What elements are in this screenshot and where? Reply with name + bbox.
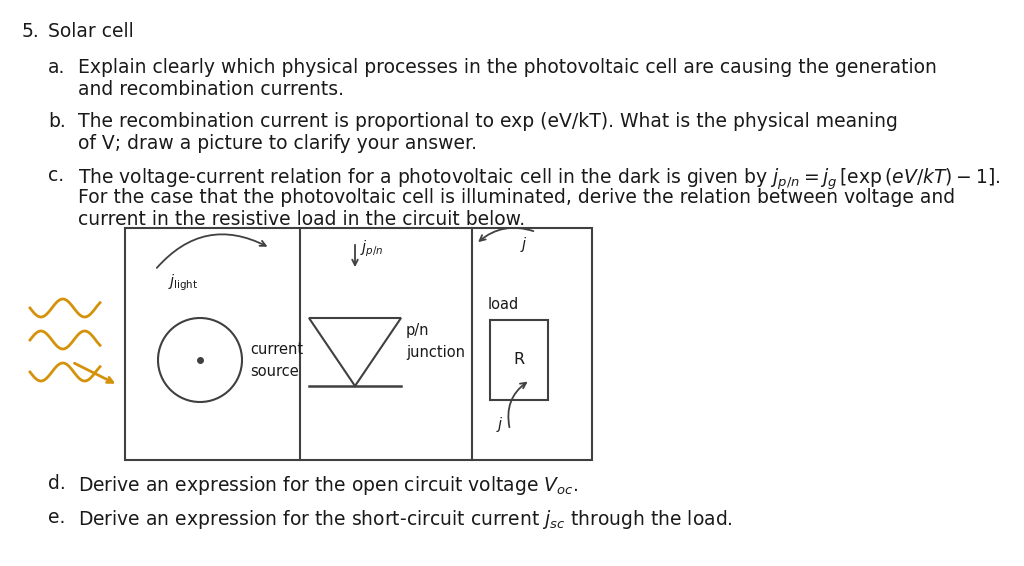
Text: d.: d. — [48, 474, 66, 493]
Text: current in the resistive load in the circuit below.: current in the resistive load in the cir… — [78, 210, 525, 229]
Text: load: load — [488, 297, 519, 312]
Text: Derive an expression for the short-circuit current $j_{sc}$ through the load.: Derive an expression for the short-circu… — [78, 508, 733, 531]
Text: The voltage-current relation for a photovoltaic cell in the dark is given by $j_: The voltage-current relation for a photo… — [78, 166, 1000, 191]
Text: current: current — [250, 342, 303, 358]
Text: 5.: 5. — [22, 22, 40, 41]
Text: $j$: $j$ — [496, 415, 504, 435]
Text: $j_{\mathrm{light}}$: $j_{\mathrm{light}}$ — [168, 272, 199, 293]
Text: $j$: $j$ — [520, 235, 527, 254]
Text: The recombination current is proportional to exp (eV/kT). What is the physical m: The recombination current is proportiona… — [78, 112, 898, 131]
Bar — [125, 228, 592, 460]
Text: Derive an expression for the open circuit voltage $V_{oc}$.: Derive an expression for the open circui… — [78, 474, 579, 497]
Text: junction: junction — [406, 345, 465, 359]
Text: c.: c. — [48, 166, 65, 185]
Text: a.: a. — [48, 58, 66, 77]
Text: Solar cell: Solar cell — [48, 22, 134, 41]
Text: For the case that the photovoltaic cell is illuminated, derive the relation betw: For the case that the photovoltaic cell … — [78, 188, 955, 207]
Text: b.: b. — [48, 112, 66, 131]
Text: source: source — [250, 365, 299, 379]
Text: and recombination currents.: and recombination currents. — [78, 80, 344, 99]
Text: $j_{p/n}$: $j_{p/n}$ — [360, 238, 383, 259]
Text: of V; draw a picture to clarify your answer.: of V; draw a picture to clarify your ans… — [78, 134, 477, 153]
Text: p/n: p/n — [406, 323, 429, 337]
Text: R: R — [513, 353, 524, 367]
Bar — [490, 320, 548, 400]
Text: Explain clearly which physical processes in the photovoltaic cell are causing th: Explain clearly which physical processes… — [78, 58, 937, 77]
Text: e.: e. — [48, 508, 66, 527]
